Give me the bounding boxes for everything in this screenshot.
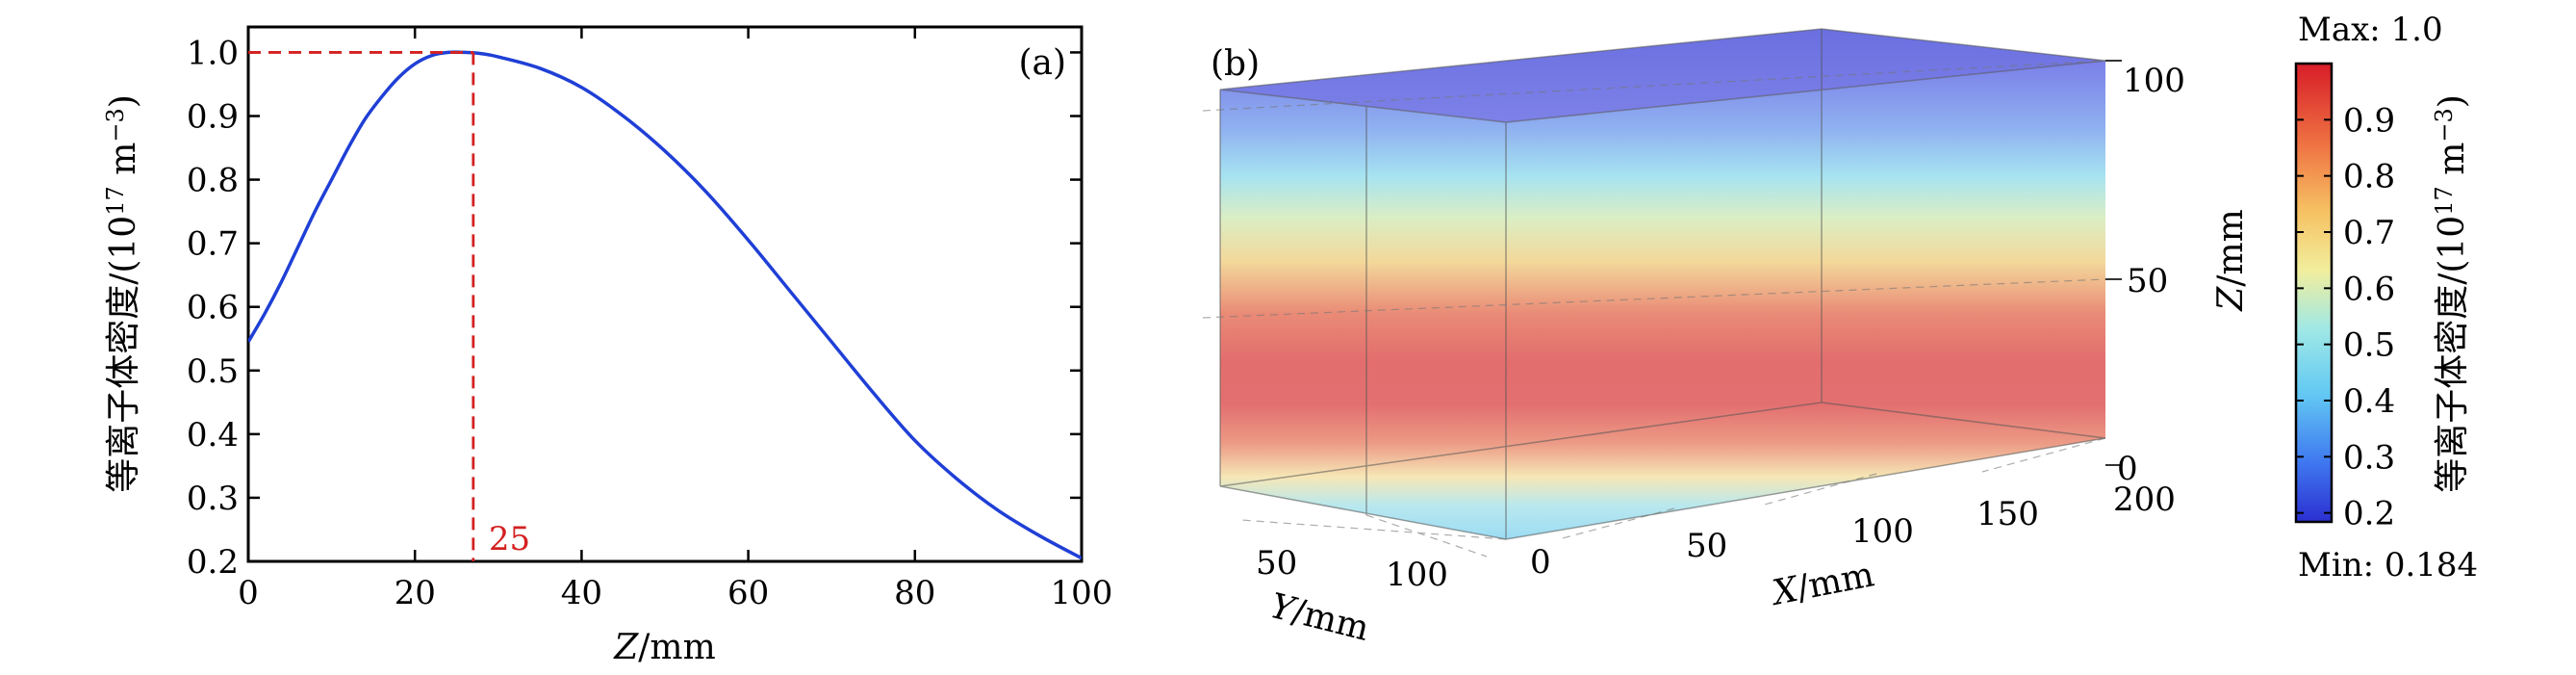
panel-a-xlabel: Z/mm	[613, 628, 715, 667]
x-tick-label: 100	[1051, 574, 1113, 612]
x-tick-label: 20	[395, 574, 436, 612]
colorbar-tick-label: 0.3	[2343, 438, 2395, 477]
z-axis: 100 50 0 Z/mm	[2105, 60, 2251, 488]
xlabel-var: Z	[613, 628, 639, 667]
y-tick-label: 0.5	[187, 352, 239, 391]
colorbar-tick-label: 0.5	[2343, 326, 2395, 365]
cb-label-unit: m	[2433, 143, 2472, 187]
y-tick-label: 0.4	[187, 416, 239, 454]
cb-label-main: 等离子体密度/(10	[2433, 216, 2472, 493]
panel-a-ylabel: 等离子体密度/(1017 m−3)	[102, 94, 143, 493]
colorbar-tick-label: 0.6	[2343, 270, 2395, 308]
colorbar-label: 等离子体密度/(1017 m−3)	[2431, 94, 2472, 493]
y-axis-label: Y/mm	[1266, 586, 1373, 649]
colorbar-tick-label: 0.9	[2343, 101, 2395, 140]
colorbar-min: Min: 0.184	[2298, 546, 2478, 584]
y-tick-50: 50	[1256, 544, 1297, 583]
panel-b-3d-density: (b) 100 50 0 Z/mm 0 50 100 150 200 X/mm …	[1202, 11, 2478, 649]
box-gridlines	[1202, 60, 2106, 558]
ylabel-main: 等离子体密度/(10	[104, 216, 143, 493]
panel-a-line-chart: 0 20 40 60 80 1000.20.30.40.50.60.70.80.91.0 …	[102, 25, 1113, 667]
x-tick-100: 100	[1851, 512, 1914, 551]
colorbar-tick-label: 0.7	[2343, 214, 2395, 252]
y-tick-label: 0.8	[187, 162, 239, 200]
cb-label-unit-exp: −3	[2431, 108, 2458, 142]
x-tick-50: 50	[1686, 527, 1727, 565]
density-curve	[248, 50, 1082, 560]
x-tick-label: 0	[238, 574, 259, 612]
panel-a-label: (a)	[1018, 43, 1066, 83]
panel-a-ticks: 0 20 40 60 80 100 0.2 0.3 0.4 0.5 0.6 0.7 0.8 0.9 1.0	[187, 27, 1113, 612]
plot-frame-a	[246, 25, 1084, 563]
y-tick-label: 0.9	[187, 98, 239, 137]
x-tick-label: 80	[894, 574, 935, 612]
colorbar-tick-label: 0.8	[2343, 158, 2395, 196]
x-axis: 0 50 100 150 200 X/mm	[1530, 480, 2176, 613]
x-tick-200: 200	[2113, 480, 2176, 519]
colorbar-tick-label: 0.4	[2343, 382, 2395, 421]
colorbar-max: Max: 1.0	[2298, 11, 2443, 49]
peak-label: 25	[489, 520, 530, 558]
box-top-face	[1220, 29, 2105, 122]
y-tick-label: 0.2	[187, 543, 239, 582]
y-tick-label: 0.6	[187, 289, 239, 327]
x-tick-0: 0	[1530, 543, 1551, 582]
box-front-face	[1220, 61, 2105, 539]
x-tick-label: 60	[727, 574, 769, 612]
z-tick-100: 100	[2123, 62, 2185, 100]
y-tick-100: 100	[1386, 556, 1448, 594]
colorbar-tick-label: 0.2	[2343, 495, 2395, 533]
colorbar-bar	[2294, 62, 2334, 524]
z-tick-0: 0	[2117, 450, 2138, 488]
cb-label-close: )	[2433, 94, 2472, 108]
panel-b-label: (b)	[1211, 44, 1260, 84]
z-axis-label: Z/mm	[2211, 209, 2251, 311]
x-tick-label: 40	[561, 574, 602, 612]
xlabel-unit: /mm	[638, 628, 715, 667]
y-tick-label: 1.0	[187, 34, 239, 72]
y-axis: 50 100 Y/mm	[1256, 544, 1448, 649]
ylabel-unit: m	[104, 143, 143, 187]
ylabel-unit-exp: −3	[102, 108, 129, 142]
colorbar-ticks: 0.9 0.8 0.7 0.6 0.5 0.4 0.3 0.2	[2296, 101, 2395, 533]
x-tick-150: 150	[1977, 495, 2039, 533]
cb-label-exp: 17	[2431, 186, 2458, 216]
colorbar: Max: 1.0 0.9 0.8 0.7 0.6 0.5 0.4 0.3 0.2 Min: 0…	[2294, 11, 2478, 584]
y-tick-label: 0.7	[187, 225, 239, 264]
z-tick-50: 50	[2127, 262, 2168, 300]
ylabel-exp: 17	[102, 186, 129, 216]
x-axis-label: X/mm	[1767, 555, 1877, 613]
ylabel-close: )	[104, 94, 143, 108]
y-tick-label: 0.3	[187, 480, 239, 518]
